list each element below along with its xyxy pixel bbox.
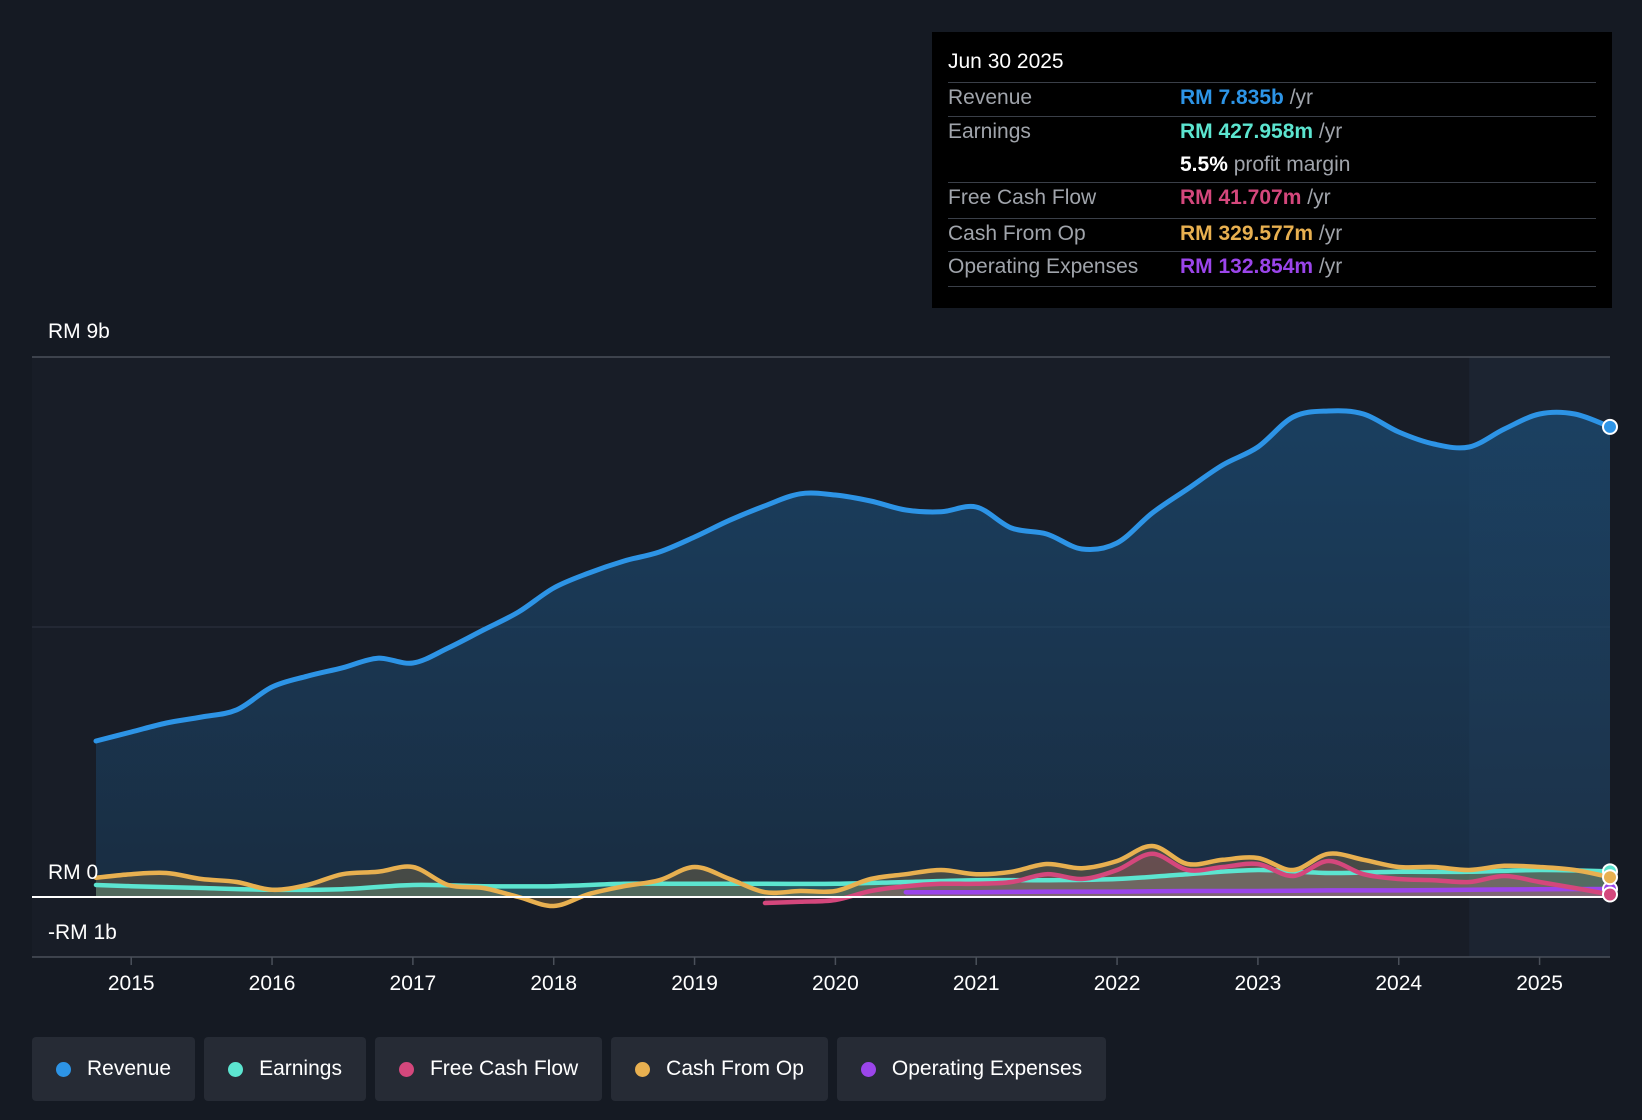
y-axis-label-zero: RM 0 (48, 861, 99, 884)
x-tick-label: 2024 (1375, 972, 1422, 995)
free-cash-flow-end-dot (1602, 886, 1618, 903)
tooltip-row: Revenue RM 7.835b /yr (948, 82, 1596, 117)
tooltip-row-value: RM 132.854m /yr (1180, 255, 1343, 278)
legend-item-label: Free Cash Flow (429, 1057, 579, 1080)
tooltip-row-unit: profit margin (1233, 153, 1351, 176)
legend-item-operating-expenses[interactable]: Operating Expenses (836, 1037, 1107, 1101)
x-tick-label: 2021 (953, 972, 1000, 995)
legend-item-free-cash-flow[interactable]: Free Cash Flow (374, 1037, 603, 1101)
series-lines (93, 408, 1613, 909)
legend-item-cash-from-op[interactable]: Cash From Op (611, 1037, 828, 1101)
tooltip-panel: Jun 30 2025 Revenue RM 7.835b /yr Earnings… (932, 32, 1612, 308)
x-tick-label: 2017 (390, 972, 437, 995)
tooltip-row-unit: /yr (1318, 222, 1343, 245)
x-tick-label: 2018 (530, 972, 577, 995)
legend-dot-icon (56, 1061, 71, 1077)
y-axis-label-bottom: -RM 1b (48, 921, 117, 944)
cash-from-op-line (93, 843, 1613, 909)
tooltip-row: Earnings RM 427.958m /yr (948, 116, 1596, 151)
tooltip-row: 5.5% profit margin (948, 150, 1596, 184)
operating-expenses-line (903, 886, 1613, 895)
cash-from-op-end-dot (1602, 869, 1618, 886)
legend-item-label: Operating Expenses (891, 1057, 1083, 1080)
tooltip-row-label: Free Cash Flow (948, 186, 1097, 209)
tooltip-row-value: RM 427.958m /yr (1180, 120, 1343, 143)
legend-dot-icon (398, 1061, 414, 1077)
tooltip-row-label: Revenue (948, 86, 1033, 109)
tooltip-row-unit: /yr (1318, 120, 1343, 143)
legend-dot-icon (860, 1061, 876, 1077)
legend-dot-icon (228, 1061, 244, 1077)
tooltip-row-unit: /yr (1307, 186, 1331, 209)
tooltip-row: Free Cash Flow RM 41.707m /yr (948, 182, 1596, 217)
tooltip-row-value: RM 329.577m /yr (1180, 222, 1343, 245)
tooltip-row: Operating Expenses RM 132.854m /yr (948, 251, 1596, 286)
revenue-end-dot (1602, 418, 1618, 435)
x-tick-label: 2015 (108, 972, 155, 995)
legend-dot-icon (635, 1061, 651, 1077)
revenue-line (93, 408, 1613, 744)
tooltip-row-value: RM 41.707m /yr (1180, 186, 1331, 209)
tooltip-date: Jun 30 2025 (948, 50, 1064, 73)
tooltip-row-value: 5.5% profit margin (1180, 153, 1351, 176)
tooltip-row-unit: /yr (1289, 86, 1314, 109)
tooltip-row-label: Cash From Op (948, 222, 1086, 245)
earnings-line (93, 867, 1613, 893)
x-tick-label: 2016 (249, 972, 296, 995)
x-tick-label: 2023 (1235, 972, 1282, 995)
free-cash-flow-line (762, 851, 1613, 906)
series-end-dots (1602, 418, 1618, 903)
tooltip-row-label: Earnings (948, 120, 1031, 143)
legend-item-earnings[interactable]: Earnings (204, 1037, 366, 1101)
x-tick-label: 2025 (1516, 972, 1563, 995)
tooltip-row-label: Operating Expenses (948, 255, 1139, 278)
tooltip-row-unit: /yr (1318, 255, 1343, 278)
x-tick-label: 2020 (812, 972, 859, 995)
x-tick-label: 2022 (1094, 972, 1141, 995)
x-tick-label: 2019 (671, 972, 718, 995)
y-axis-label-top: RM 9b (48, 320, 110, 343)
revenue-area (96, 410, 1610, 897)
legend-item-label: Revenue (87, 1057, 172, 1080)
tooltip-row: Cash From Op RM 329.577m /yr (948, 218, 1596, 253)
legend-item-label: Cash From Op (666, 1057, 804, 1080)
tooltip-bottom-rule (948, 286, 1596, 287)
legend-item-revenue[interactable]: Revenue (32, 1037, 196, 1101)
legend-item-label: Earnings (259, 1057, 342, 1080)
x-axis-ticks: 2015 2016 2017 2018 2019 2020 2021 2022 2023 2024… (108, 957, 1563, 995)
legend: Revenue Earnings Free Cash Flow Cash From O… (32, 1037, 1107, 1101)
tooltip-row-value: RM 7.835b /yr (1180, 86, 1314, 109)
